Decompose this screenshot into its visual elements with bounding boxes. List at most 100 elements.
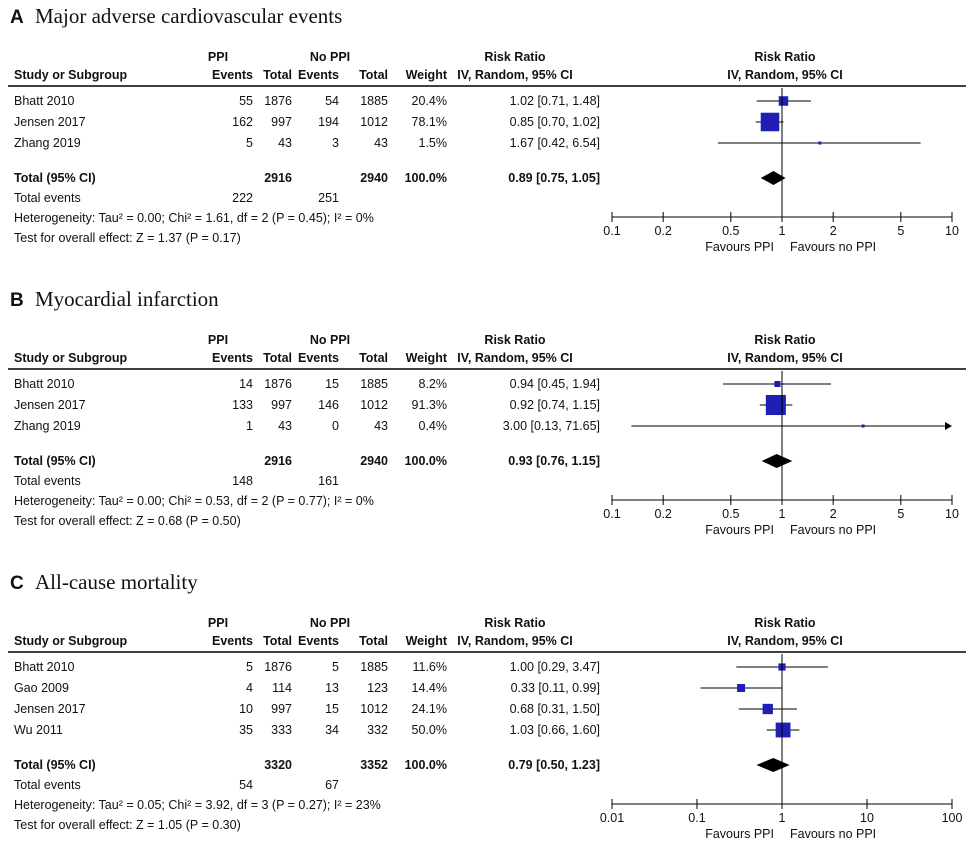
x-tick-label: 0.1 [688,811,705,825]
favours-left-label: Favours PPI [705,523,774,537]
study-row: Jensen 2017 133 997 146 1012 91.3% 0.92 [0.74,… [14,394,793,416]
total1-value: 997 [271,115,292,129]
total2-header: Total [359,68,388,82]
events2-value: 5 [332,660,339,674]
total2-value: 123 [367,681,388,695]
events2-value: 54 [325,94,339,108]
pooled-diamond [760,171,786,185]
events2-value: 15 [325,377,339,391]
panel-letter: C [10,573,24,594]
total-events1: 148 [232,474,253,488]
ci-value: 0.94 [0.45, 1.94] [510,377,600,391]
total1-value: 1876 [264,660,292,674]
effect-square [778,96,789,106]
favours-right-label: Favours no PPI [790,240,876,254]
events2-value: 0 [332,419,339,433]
x-tick-label: 0.5 [722,224,739,238]
ci-value: 3.00 [0.13, 71.65] [503,419,600,433]
group1-header: PPI [208,50,228,64]
events2-header: Events [298,351,339,365]
total2-sum: 2940 [360,171,388,185]
weight-value: 0.4% [419,419,448,433]
study-header: Study or Subgroup [14,68,128,82]
x-tick-label: 10 [860,811,874,825]
study-row: Jensen 2017 162 997 194 1012 78.1% 0.85 [0.70,… [14,112,784,132]
study-name: Bhatt 2010 [14,660,75,674]
total2-value: 1012 [360,115,388,129]
group1-header: PPI [208,333,228,347]
x-tick-label: 0.1 [603,507,620,521]
total1-value: 997 [271,398,292,412]
total2-value: 1885 [360,94,388,108]
events1-header: Events [212,68,253,82]
weight-value: 11.6% [412,660,447,674]
effect-square [861,424,865,428]
total2-sum: 3352 [360,758,388,772]
events1-header: Events [212,634,253,648]
total1-sum: 2916 [264,454,292,468]
method-header: IV, Random, 95% CI [457,634,573,648]
total-events1: 54 [239,778,253,792]
panel-a: A Major adverse cardiovascular events PPI N… [8,4,966,254]
overall-effect-text: Test for overall effect: Z = 0.68 (P = 0… [14,514,241,528]
events2-value: 146 [318,398,339,412]
weight-value: 91.3% [412,398,447,412]
x-tick-label: 5 [897,224,904,238]
ci-arrow [945,422,952,430]
events1-value: 4 [246,681,253,695]
rr-header: Risk Ratio [484,333,545,347]
ci-value: 0.92 [0.74, 1.15] [510,398,600,412]
events2-value: 194 [318,115,339,129]
study-name: Jensen 2017 [14,702,86,716]
ci-value: 1.00 [0.29, 3.47] [510,660,600,674]
events1-value: 1 [246,419,253,433]
group2-header: No PPI [310,333,350,347]
total-events-label: Total events [14,778,81,792]
x-tick-label: 0.1 [603,224,620,238]
events2-value: 13 [325,681,339,695]
favours-left-label: Favours PPI [705,240,774,254]
plot-rr-header: Risk Ratio [754,616,815,630]
rr-header: Risk Ratio [484,50,545,64]
panel-title: All-cause mortality [35,570,198,594]
total2-header: Total [359,351,388,365]
group1-header: PPI [208,616,228,630]
x-tick-label: 0.2 [654,507,671,521]
total2-value: 1012 [360,702,388,716]
weight-value: 1.5% [419,136,448,150]
panel-b: B Myocardial infarction PPI No PPI Risk Rati… [8,287,966,537]
total-weight: 100.0% [405,171,447,185]
total-weight: 100.0% [405,758,447,772]
study-row: Zhang 2019 1 43 0 43 0.4% 3.00 [0.13, 71.65] [14,419,952,433]
study-name: Bhatt 2010 [14,377,75,391]
x-tick-label: 1 [779,507,786,521]
total-events-label: Total events [14,474,81,488]
weight-value: 78.1% [412,115,447,129]
x-tick-label: 10 [945,507,959,521]
events1-value: 14 [239,377,253,391]
total2-value: 1885 [360,660,388,674]
weight-value: 50.0% [412,723,447,737]
total1-sum: 2916 [264,171,292,185]
total-label: Total (95% CI) [14,171,96,185]
weight-value: 24.1% [412,702,447,716]
plot-method-header: IV, Random, 95% CI [727,68,843,82]
plot-rr-header: Risk Ratio [754,50,815,64]
x-tick-label: 0.2 [654,224,671,238]
panel-title: Myocardial infarction [35,287,219,311]
total2-value: 43 [374,136,388,150]
pooled-diamond [756,758,790,772]
total2-value: 1012 [360,398,388,412]
total-label: Total (95% CI) [14,454,96,468]
events1-value: 55 [239,94,253,108]
group2-header: No PPI [310,616,350,630]
total2-sum: 2940 [360,454,388,468]
total2-value: 1885 [360,377,388,391]
panel-title: Major adverse cardiovascular events [35,4,342,28]
total-events-label: Total events [14,191,81,205]
study-row: Bhatt 2010 14 1876 15 1885 8.2% 0.94 [0.45, 1.… [14,377,831,391]
study-name: Gao 2009 [14,681,69,695]
weight-header: Weight [406,634,448,648]
pooled-diamond [761,454,793,468]
weight-value: 14.4% [412,681,447,695]
